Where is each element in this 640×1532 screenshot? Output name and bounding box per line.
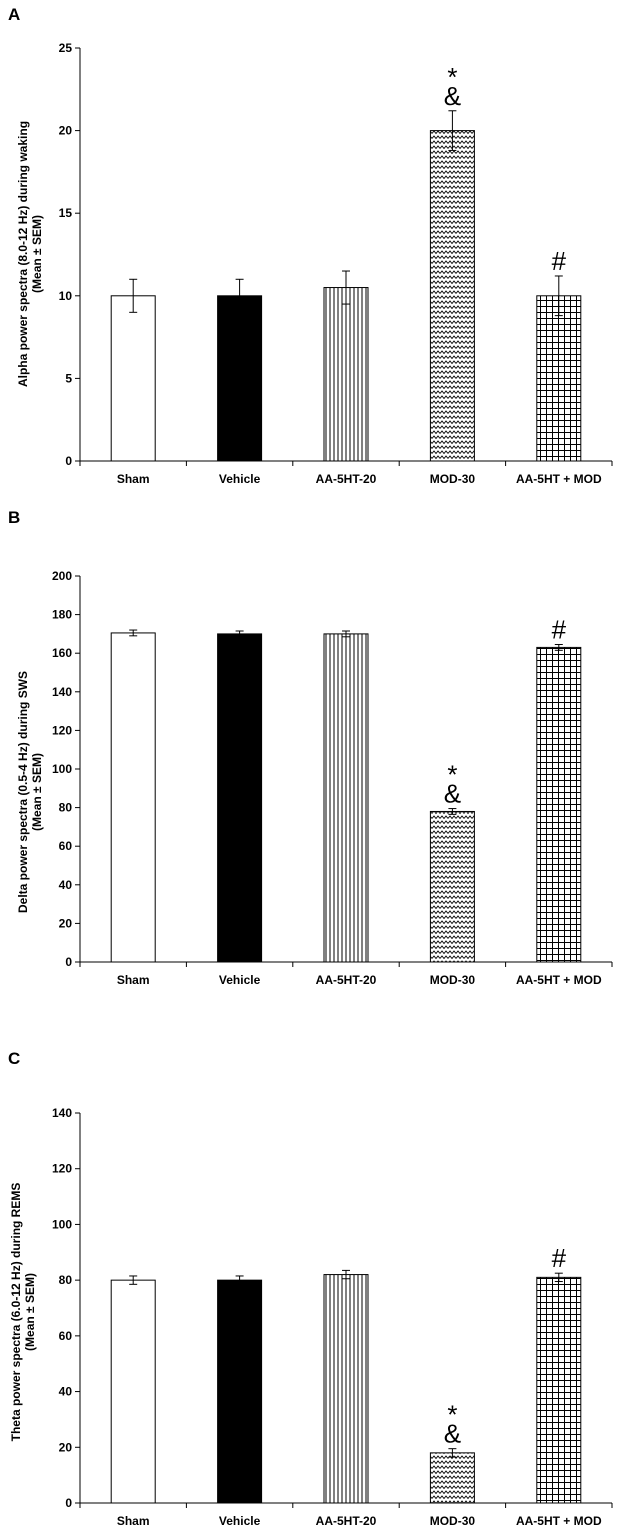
y-tick-label: 40 [59,878,73,892]
significance-marker: & [444,81,461,111]
x-tick-label-mod30: MOD-30 [430,1514,476,1528]
significance-marker: & [444,1419,461,1449]
bar-aa5ht-mod [536,295,582,462]
bar-vehicle [217,295,263,462]
x-tick-label-sham: Sham [117,1514,150,1528]
y-tick-label: 140 [52,685,72,699]
y-tick-label: 120 [52,1162,72,1176]
x-tick-label-sham: Sham [117,472,150,486]
bar-aa5ht20 [323,287,369,462]
x-tick-label-aa5ht20: AA-5HT-20 [316,1514,377,1528]
significance-marker: & [444,779,461,809]
x-tick-label-mod30: MOD-30 [430,973,476,987]
significance-marker: # [552,615,567,645]
x-tick-label-vehicle: Vehicle [219,472,261,486]
y-axis-title-sub: (Mean ± SEM) [30,753,44,831]
bar-vehicle [217,1279,263,1504]
significance-marker: * [447,760,457,790]
bar-aa5ht20 [323,633,369,963]
y-tick-label: 160 [52,646,72,660]
y-tick-label: 120 [52,723,72,737]
x-tick-label-sham: Sham [117,973,150,987]
bar-aa5ht-mod [536,646,582,963]
bar-sham [110,632,156,963]
bar-vehicle [217,633,263,963]
y-tick-label: 100 [52,1217,72,1231]
y-axis-title: Alpha power spectra (8.0-12 Hz) during w… [16,121,30,387]
y-tick-label: 10 [59,289,73,303]
x-tick-label-aa5ht-mod: AA-5HT + MOD [516,1514,602,1528]
y-tick-label: 180 [52,608,72,622]
y-tick-label: 100 [52,762,72,776]
bar-aa5ht20 [323,1274,369,1504]
panel-a: A Alpha power spectra (8.0-12 Hz) during… [8,5,613,486]
significance-marker: # [552,246,567,276]
y-tick-label: 140 [52,1106,72,1120]
x-tick-label-aa5ht-mod: AA-5HT + MOD [516,973,602,987]
y-tick-label: 200 [52,569,72,583]
y-axis-title: Delta power spectra (0.5-4 Hz) during SW… [16,671,30,913]
significance-marker: # [552,1243,567,1273]
significance-marker: * [447,1400,457,1430]
x-tick-label-aa5ht20: AA-5HT-20 [316,472,377,486]
y-tick-label: 15 [59,206,73,220]
x-tick-label-mod30: MOD-30 [430,472,476,486]
y-tick-label: 0 [65,454,72,468]
y-axis-title-sub: (Mean ± SEM) [30,215,44,293]
y-tick-label: 0 [65,1496,72,1510]
y-tick-label: 20 [59,916,73,930]
y-tick-label: 25 [59,41,73,55]
x-tick-label-aa5ht-mod: AA-5HT + MOD [516,472,602,486]
panel-c: C Theta power spectra (6.0-12 Hz) during… [8,1049,613,1528]
y-axis-title: Theta power spectra (6.0-12 Hz) during R… [9,1183,23,1442]
y-tick-label: 20 [59,1440,73,1454]
y-tick-label: 5 [65,371,72,385]
significance-marker: * [447,62,457,92]
x-tick-label-aa5ht20: AA-5HT-20 [316,973,377,987]
y-tick-label: 40 [59,1385,73,1399]
x-tick-label-vehicle: Vehicle [219,1514,261,1528]
y-tick-label: 60 [59,839,73,853]
y-tick-label: 80 [59,1273,73,1287]
y-tick-label: 0 [65,955,72,969]
y-tick-label: 20 [59,124,73,138]
bar-sham [110,295,156,462]
bar-sham [110,1279,156,1504]
bar-mod30 [429,810,475,963]
y-axis-title-sub: (Mean ± SEM) [23,1273,37,1351]
bar-mod30 [429,1452,475,1504]
x-tick-label-vehicle: Vehicle [219,973,261,987]
panel-b: B Delta power spectra (0.5-4 Hz) during … [8,508,613,987]
panel-label: C [8,1049,20,1068]
panel-label: A [8,5,20,24]
bar-mod30 [429,130,475,462]
panel-label: B [8,508,20,527]
y-tick-label: 60 [59,1329,73,1343]
y-tick-label: 80 [59,801,73,815]
bar-aa5ht-mod [536,1276,582,1504]
